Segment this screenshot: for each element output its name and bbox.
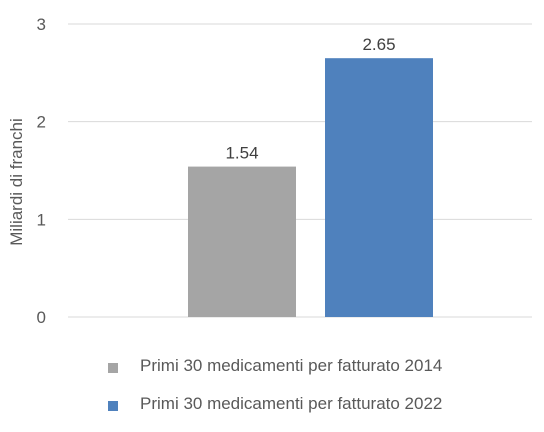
legend-label-2014: Primi 30 medicamenti per fatturato 2014 <box>140 356 443 375</box>
legend-swatch-2022 <box>108 401 118 411</box>
legend-swatch-2014 <box>108 363 118 373</box>
y-tick-label-0: 0 <box>37 308 46 327</box>
gridlines <box>68 23 532 318</box>
y-axis-label: Miliardi di franchi <box>7 118 26 246</box>
bar-chart: 0 1 2 3 1.54 2.65 Miliardi di franchi <box>7 15 532 327</box>
legend-label-2022: Primi 30 medicamenti per fatturato 2022 <box>140 394 443 413</box>
bar-1 <box>325 58 433 317</box>
bars <box>188 58 433 317</box>
data-label-0: 1.54 <box>225 144 258 163</box>
y-tick-label-1: 1 <box>37 210 46 229</box>
y-axis-ticks: 0 1 2 3 <box>37 15 46 327</box>
bar-0 <box>188 166 296 317</box>
y-tick-label-2: 2 <box>37 113 46 132</box>
data-label-1: 2.65 <box>362 35 395 54</box>
y-tick-label-3: 3 <box>37 15 46 34</box>
data-labels: 1.54 2.65 <box>225 35 395 162</box>
